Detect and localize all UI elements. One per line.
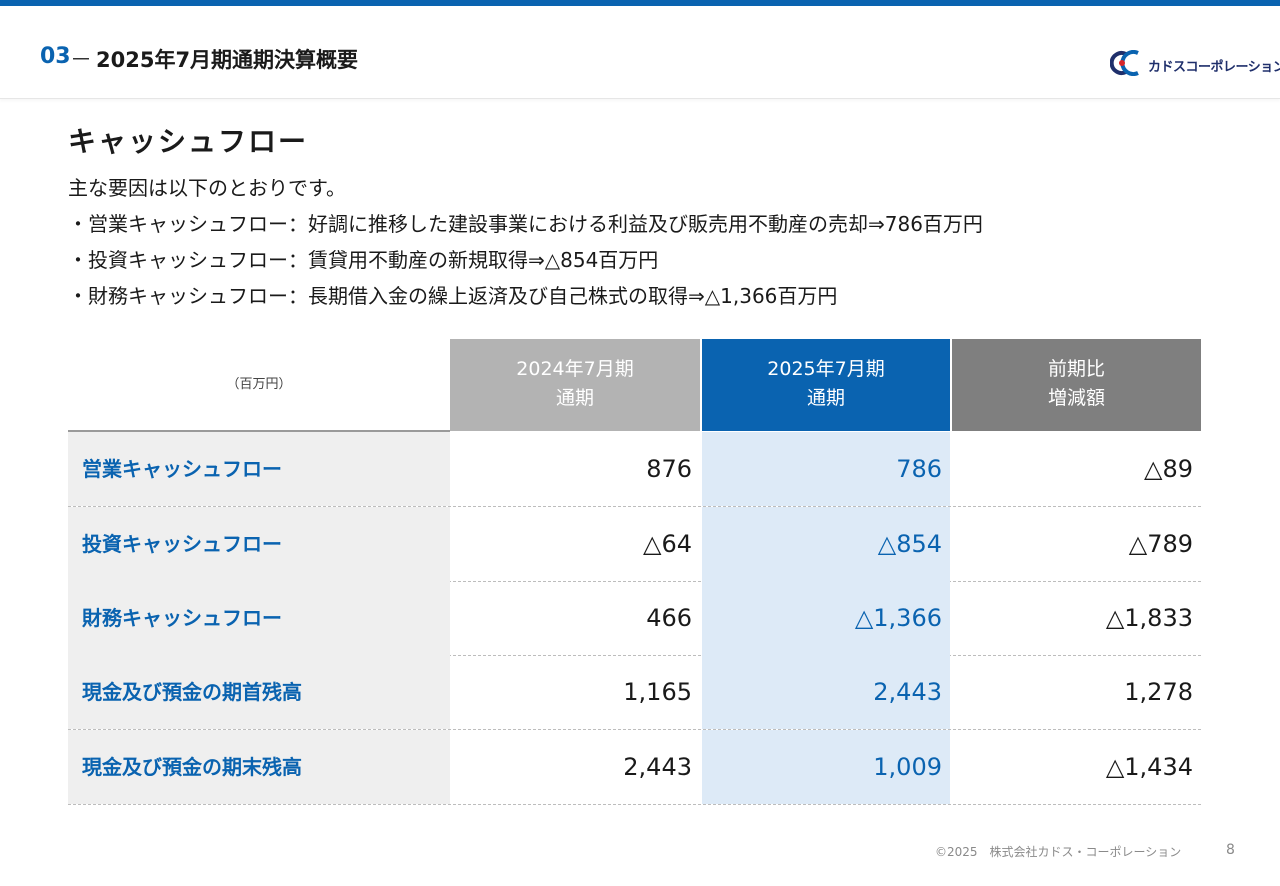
cell-diff: △89 [952, 432, 1201, 506]
unit-label: （百万円） [226, 377, 292, 392]
value-diff: △1,833 [1105, 604, 1193, 632]
value-2024: △64 [643, 530, 692, 558]
table-header-row: （百万円） 2024年7月期 通期 2025年7月期 通期 前期比 増減額 [68, 339, 1201, 432]
table-row: 投資キャッシュフロー △64 △854 △789 [68, 507, 1201, 582]
cell-2024: △64 [452, 507, 700, 581]
cell-2024: 466 [452, 581, 700, 655]
cell-2025: 786 [702, 432, 950, 506]
logo-text: カドスコーポレーション [1148, 60, 1280, 75]
value-2025: △1,366 [854, 604, 942, 632]
row-label: 投資キャッシュフロー [82, 532, 282, 556]
header-diff-line1: 前期比 [1047, 358, 1105, 380]
cell-diff: △789 [952, 507, 1201, 581]
row-label-cell: 現金及び預金の期末残高 [68, 730, 450, 804]
value-2025: 2,443 [873, 678, 942, 706]
row-label-cell: 営業キャッシュフロー [68, 432, 450, 506]
row-label: 財務キャッシュフロー [82, 606, 282, 630]
page-number: 8 [1226, 842, 1235, 858]
row-label: 現金及び預金の期末残高 [82, 755, 302, 779]
value-diff: 1,278 [1124, 678, 1193, 706]
cell-diff: 1,278 [952, 655, 1201, 729]
cell-diff: △1,833 [952, 581, 1201, 655]
section-number: 03 [40, 44, 71, 69]
cell-2025: △1,366 [702, 581, 950, 655]
table-row: 現金及び預金の期首残高 1,165 2,443 1,278 [68, 655, 1201, 730]
header-diff-line2: 増減額 [1047, 387, 1105, 409]
page-title: キャッシュフロー [68, 125, 309, 158]
value-2024: 876 [646, 455, 692, 483]
cell-2024: 876 [452, 432, 700, 506]
top-accent-bar [0, 0, 1280, 6]
lead-line: ・投資キャッシュフロー：賃貸用不動産の新規取得⇒△854百万円 [68, 248, 659, 272]
value-diff: △789 [1128, 530, 1193, 558]
section-dash: － [70, 48, 93, 73]
value-2024: 1,165 [623, 678, 692, 706]
table-row: 財務キャッシュフロー 466 △1,366 △1,833 [68, 581, 1201, 656]
value-2025: △854 [877, 530, 942, 558]
lead-line: ・財務キャッシュフロー：長期借入金の繰上返済及び自己株式の取得⇒△1,366百万… [68, 284, 838, 308]
row-label: 営業キャッシュフロー [82, 457, 282, 481]
value-diff: △89 [1144, 455, 1193, 483]
row-label-cell: 現金及び預金の期首残高 [68, 655, 450, 729]
cell-2025: 1,009 [702, 730, 950, 804]
copyright-text: ©2025 株式会社カドス・コーポレーション [935, 845, 1182, 859]
table-row: 営業キャッシュフロー 876 786 △89 [68, 432, 1201, 507]
row-label-cell: 財務キャッシュフロー [68, 581, 450, 655]
value-2025: 1,009 [873, 753, 942, 781]
row-label: 現金及び預金の期首残高 [82, 680, 302, 704]
header-2024: 2024年7月期 通期 [450, 339, 700, 431]
header-2025-line2: 通期 [806, 387, 845, 409]
header-2024-line2: 通期 [555, 387, 594, 409]
header-2025: 2025年7月期 通期 [702, 339, 950, 431]
cell-2024: 2,443 [452, 730, 700, 804]
row-label-cell: 投資キャッシュフロー [68, 507, 450, 581]
value-2024: 2,443 [623, 753, 692, 781]
company-logo: カドスコーポレーション [1109, 50, 1280, 76]
slide-header: 03 － 2025年7月期通期決算概要 カドスコーポレーション [0, 6, 1280, 99]
cell-2025: △854 [702, 507, 950, 581]
value-2024: 466 [646, 604, 692, 632]
lead-line: 主な要因は以下のとおりです。 [68, 176, 346, 200]
cell-diff: △1,434 [952, 730, 1201, 804]
value-2025: 786 [896, 455, 942, 483]
header-2024-line1: 2024年7月期 [516, 358, 634, 380]
table-row: 現金及び預金の期末残高 2,443 1,009 △1,434 [68, 730, 1201, 805]
lead-line: ・営業キャッシュフロー：好調に推移した建設事業における利益及び販売用不動産の売却… [68, 212, 983, 236]
value-diff: △1,434 [1105, 753, 1193, 781]
cell-2025: 2,443 [702, 655, 950, 729]
lead-text: 主な要因は以下のとおりです。 ・営業キャッシュフロー：好調に推移した建設事業にお… [68, 170, 983, 314]
logo-mark-icon [1109, 50, 1139, 76]
cell-2024: 1,165 [452, 655, 700, 729]
section-title: 2025年7月期通期決算概要 [96, 48, 359, 72]
header-divider [68, 430, 450, 432]
header-2025-line1: 2025年7月期 [767, 358, 885, 380]
header-diff: 前期比 増減額 [952, 339, 1201, 431]
